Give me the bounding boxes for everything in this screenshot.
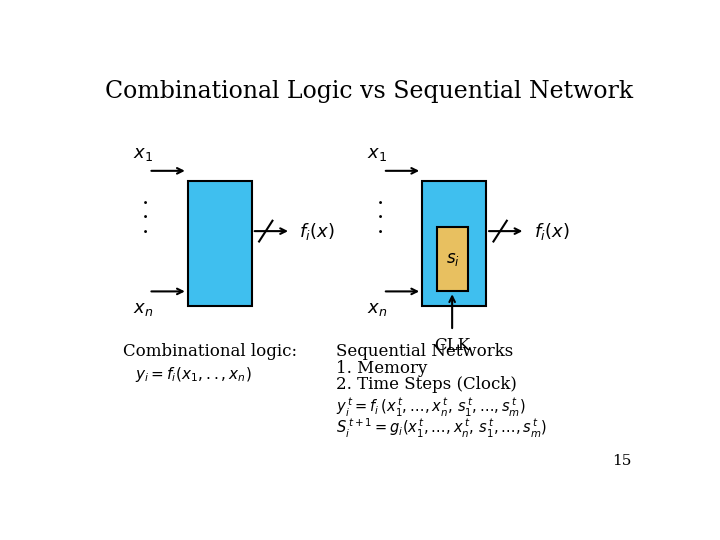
Text: $f_i(x)$: $f_i(x)$ bbox=[300, 221, 335, 241]
Bar bbox=[422, 181, 486, 306]
Text: $x_1$: $x_1$ bbox=[367, 145, 387, 163]
Text: 2. Time Steps (Clock): 2. Time Steps (Clock) bbox=[336, 376, 516, 394]
Text: $y_i = f_i(x_1,..,x_n)$: $y_i = f_i(x_1,..,x_n)$ bbox=[135, 365, 251, 384]
Text: 1. Memory: 1. Memory bbox=[336, 360, 427, 377]
Text: $f_i(x)$: $f_i(x)$ bbox=[534, 221, 569, 241]
Bar bbox=[437, 227, 468, 292]
Text: CLK: CLK bbox=[434, 337, 470, 354]
Text: .: . bbox=[143, 187, 149, 209]
Text: .: . bbox=[143, 201, 149, 224]
Text: $y_i^{\,t}= f_i\,(x_1^{\,t},\ldots,x_n^{\,t},\, s_1^{\,t}, \ldots,s_m^{\,t})$: $y_i^{\,t}= f_i\,(x_1^{\,t},\ldots,x_n^{… bbox=[336, 396, 525, 420]
Text: .: . bbox=[143, 216, 149, 238]
Text: 15: 15 bbox=[612, 454, 631, 468]
Text: .: . bbox=[377, 187, 384, 209]
Text: Combinational logic:: Combinational logic: bbox=[124, 343, 297, 360]
Text: $s_i$: $s_i$ bbox=[446, 251, 459, 268]
Bar bbox=[188, 181, 252, 306]
Text: $x_n$: $x_n$ bbox=[367, 300, 387, 318]
Text: Sequential Networks: Sequential Networks bbox=[336, 343, 513, 360]
Text: $x_n$: $x_n$ bbox=[133, 300, 153, 318]
Text: $S_i^{\,t+1} = g_i(x_1^{\,t},\ldots,x_n^{\,t},\, s_1^{\,t},\ldots,s_m^{\,t})$: $S_i^{\,t+1} = g_i(x_1^{\,t},\ldots,x_n^… bbox=[336, 417, 546, 440]
Text: .: . bbox=[377, 216, 384, 238]
Text: .: . bbox=[377, 201, 384, 224]
Text: $x_1$: $x_1$ bbox=[133, 145, 153, 163]
Text: Combinational Logic vs Sequential Network: Combinational Logic vs Sequential Networ… bbox=[105, 80, 633, 103]
